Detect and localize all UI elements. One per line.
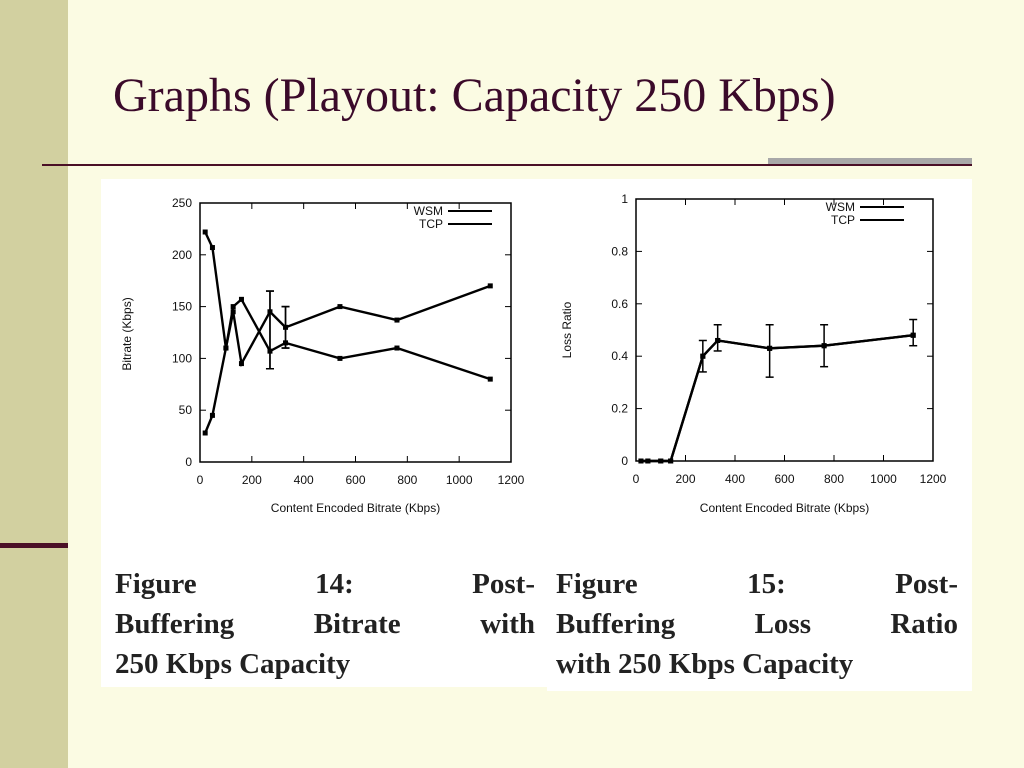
caption-word: Bitrate (313, 608, 401, 640)
data-point (209, 245, 215, 251)
caption-word: with (480, 608, 535, 640)
data-point (202, 229, 208, 235)
left-decor-bar (0, 0, 68, 768)
caption-text: 250 Kbps Capacity (115, 648, 351, 680)
x-tick-label: 600 (345, 473, 365, 487)
figure-15-caption: Figure 15: Post- Buffering Loss Ratio wi… (556, 564, 958, 684)
figure-14-caption: Figure 14: Post- Buffering Bitrate with … (115, 564, 535, 684)
title-rule (42, 164, 972, 166)
data-point (238, 296, 244, 302)
x-tick-label: 800 (824, 472, 844, 486)
x-tick-label: 400 (294, 473, 314, 487)
y-tick-label: 0 (621, 454, 628, 468)
caption-text: with 250 Kbps Capacity (556, 648, 854, 680)
data-point (394, 345, 400, 351)
x-tick-label: 200 (242, 473, 262, 487)
y-tick-label: 0.2 (611, 402, 628, 416)
data-point (638, 458, 644, 464)
plot-frame (199, 202, 512, 463)
data-point (337, 304, 343, 310)
caption-line: Buffering Bitrate with (115, 604, 535, 644)
data-point (767, 345, 773, 351)
data-point (230, 304, 236, 310)
left-decor-accent-line (0, 543, 68, 548)
data-point (337, 355, 343, 361)
data-point (700, 353, 706, 359)
data-point (821, 343, 827, 349)
plot-frame (635, 198, 934, 462)
x-axis-label: Content Encoded Bitrate (Kbps) (700, 501, 869, 515)
loss-ratio-chart: 0 200 400 600 800 1000 1200 0 0.2 0.4 0.6 0.8 1 Conte… (560, 192, 947, 515)
x-tick-label: 0 (197, 473, 204, 487)
data-point (645, 458, 651, 464)
series-line-tcp (640, 334, 914, 463)
y-tick-label: 1 (621, 192, 628, 206)
caption-line: Buffering Loss Ratio (556, 604, 958, 644)
y-tick-label: 50 (179, 403, 193, 417)
series-line-tcp (204, 231, 491, 381)
caption-word: Buffering (556, 608, 676, 640)
y-tick-label: 100 (172, 351, 192, 365)
series-line-wsm (204, 284, 491, 434)
x-tick-label: 800 (397, 473, 417, 487)
x-tick-label: 1200 (498, 473, 525, 487)
data-point (668, 458, 674, 464)
caption-word: Loss (754, 608, 811, 640)
x-tick-label: 0 (633, 472, 640, 486)
figure-15-panel: 0 200 400 600 800 1000 1200 0 0.2 0.4 0.6 0.8 1 Conte… (547, 179, 972, 691)
caption-word: Post- (472, 568, 535, 600)
data-point (394, 317, 400, 323)
y-axis-label: Bitrate (Kbps) (120, 297, 134, 370)
legend-label: TCP (831, 213, 855, 227)
title-rule-accent (768, 158, 972, 166)
y-axis-label: Loss Ratio (560, 301, 574, 358)
data-point (487, 283, 493, 289)
data-point (202, 430, 208, 436)
y-tick-label: 0.4 (611, 349, 628, 363)
data-point (209, 412, 215, 418)
slide-title: Graphs (Playout: Capacity 250 Kbps) (113, 69, 836, 122)
caption-line: with 250 Kbps Capacity (556, 644, 958, 684)
x-axis-label: Content Encoded Bitrate (Kbps) (271, 501, 440, 515)
caption-line: Figure 15: Post- (556, 564, 958, 604)
data-point (715, 337, 721, 343)
y-tick-label: 0 (185, 455, 192, 469)
data-point (487, 376, 493, 382)
series-line-wsm (640, 334, 914, 463)
caption-word: Buffering (115, 608, 235, 640)
caption-line: Figure 14: Post- (115, 564, 535, 604)
x-tick-label: 600 (774, 472, 794, 486)
caption-line: 250 Kbps Capacity (115, 644, 535, 684)
caption-word: 15: (747, 568, 786, 600)
caption-word: 14: (315, 568, 354, 600)
figure-14-panel: 0 200 400 600 800 1000 1200 0 50 100 150 200 250 Cont… (101, 179, 547, 687)
caption-word: Ratio (890, 608, 958, 640)
y-tick-label: 0.6 (611, 297, 628, 311)
x-tick-label: 1000 (870, 472, 897, 486)
x-tick-label: 1200 (920, 472, 947, 486)
data-point (238, 361, 244, 367)
x-tick-label: 400 (725, 472, 745, 486)
legend-label: WSM (826, 200, 855, 214)
y-tick-label: 200 (172, 248, 192, 262)
data-point (658, 458, 664, 464)
bitrate-chart: 0 200 400 600 800 1000 1200 0 50 100 150 200 250 Cont… (120, 196, 525, 515)
caption-word: Post- (895, 568, 958, 600)
data-point (223, 345, 229, 351)
caption-word: Figure (115, 568, 197, 600)
caption-word: Figure (556, 568, 638, 600)
x-tick-label: 200 (675, 472, 695, 486)
y-tick-label: 150 (172, 300, 192, 314)
legend-label: WSM (414, 204, 443, 218)
x-tick-label: 1000 (446, 473, 473, 487)
y-tick-label: 0.8 (611, 244, 628, 258)
legend-label: TCP (419, 217, 443, 231)
y-tick-label: 250 (172, 196, 192, 210)
data-point (910, 332, 916, 338)
